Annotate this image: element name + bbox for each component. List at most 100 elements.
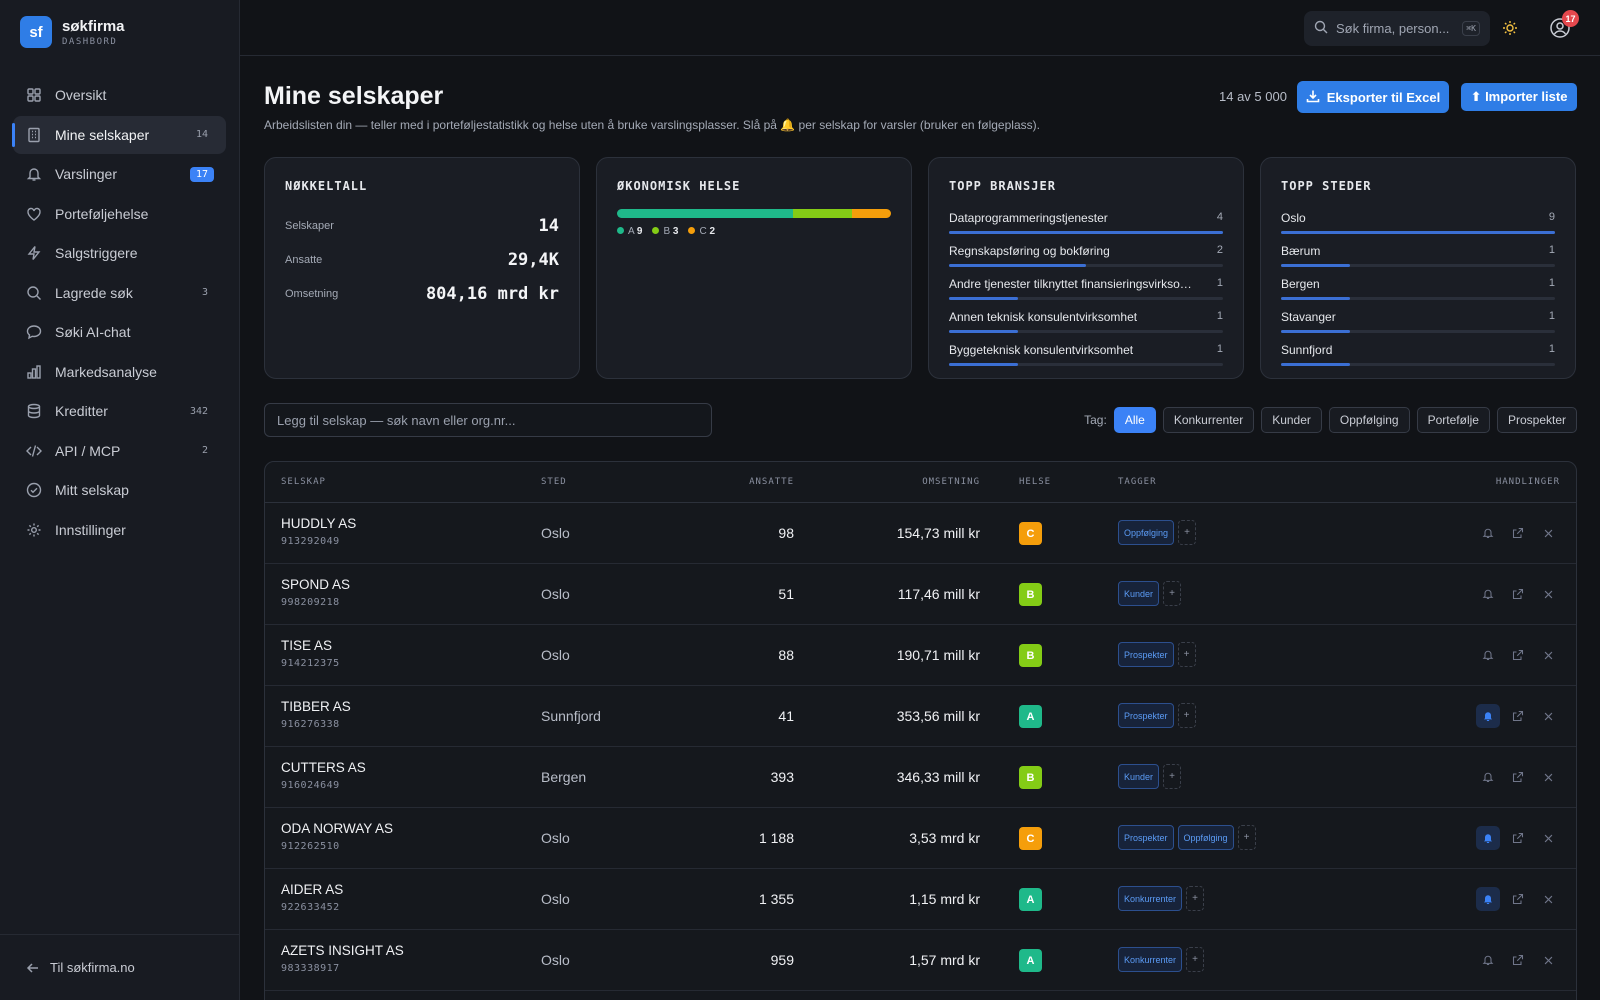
external-link-icon[interactable] xyxy=(1506,643,1530,667)
close-icon[interactable] xyxy=(1536,826,1560,850)
bell-icon[interactable] xyxy=(1476,765,1500,789)
import-list-button[interactable]: ⬆ Importer liste xyxy=(1461,83,1577,111)
col-omsetning[interactable]: OMSETNING xyxy=(922,477,980,487)
company-name[interactable]: SPOND AS xyxy=(281,577,351,592)
tag-filter-alle[interactable]: Alle xyxy=(1113,407,1156,433)
col-helse[interactable]: HELSE xyxy=(1019,477,1052,487)
table-row[interactable]: CUTTERS AS 916024649 Bergen 393 346,33 mill … xyxy=(265,747,1576,808)
add-tag-button[interactable]: + xyxy=(1163,581,1182,606)
export-excel-button[interactable]: Eksporter til Excel xyxy=(1297,81,1449,113)
row-tag[interactable]: Konkurrenter xyxy=(1118,886,1183,911)
close-icon[interactable] xyxy=(1536,643,1560,667)
table-row[interactable]: TIBBER AS 916276338 Sunnfjord 41 353,56 mill… xyxy=(265,686,1576,747)
tag-filter-konkurrenter[interactable]: Konkurrenter xyxy=(1162,407,1255,433)
company-name[interactable]: TIBBER AS xyxy=(281,699,351,714)
sidebar-item-kreditter[interactable]: Kreditter 342 xyxy=(13,392,226,430)
add-company-input[interactable]: Legg til selskap — søk navn eller org.nr… xyxy=(264,403,712,437)
ranked-item[interactable]: Oslo 9 xyxy=(1281,211,1555,234)
external-link-icon[interactable] xyxy=(1506,582,1530,606)
ranked-item[interactable]: Annen teknisk konsulentvirksomhet 1 xyxy=(949,310,1223,333)
company-name[interactable]: AIDER AS xyxy=(281,882,344,897)
tag-filter-kunder[interactable]: Kunder xyxy=(1261,407,1322,433)
add-tag-button[interactable]: + xyxy=(1186,886,1205,911)
bell-icon[interactable] xyxy=(1476,948,1500,972)
close-icon[interactable] xyxy=(1536,582,1560,606)
theme-toggle-sun-icon[interactable] xyxy=(1500,18,1520,38)
sidebar-item-mine-selskaper[interactable]: Mine selskaper 14 xyxy=(12,115,226,154)
bell-icon[interactable] xyxy=(1476,887,1500,911)
bell-icon[interactable] xyxy=(1476,704,1500,728)
row-tag[interactable]: Prospekter xyxy=(1118,825,1174,850)
table-row[interactable]: AIDER AS 922633452 Oslo 1 355 1,15 mrd kr A Ko… xyxy=(265,869,1576,930)
company-name[interactable]: TISE AS xyxy=(281,638,333,653)
col-sted[interactable]: STED xyxy=(541,477,567,487)
table-row[interactable]: AZETS INSIGHT AS 983338917 Oslo 959 1,57 mrd… xyxy=(265,930,1576,991)
external-link-icon[interactable] xyxy=(1506,765,1530,789)
back-to-site-link[interactable]: Til søkfirma.no xyxy=(0,934,239,1000)
company-name[interactable]: CUTTERS AS xyxy=(281,760,366,775)
ranked-item[interactable]: Sunnfjord 1 xyxy=(1281,343,1555,366)
row-tag[interactable]: Oppfølging xyxy=(1177,825,1234,850)
bell-icon[interactable] xyxy=(1476,826,1500,850)
table-row[interactable]: ODA NORWAY AS 912262510 Oslo 1 188 3,53 mrd … xyxy=(265,808,1576,869)
row-tag[interactable]: Prospekter xyxy=(1118,642,1174,667)
company-name[interactable]: HUDDLY AS xyxy=(281,516,357,531)
add-tag-button[interactable]: + xyxy=(1237,825,1256,850)
external-link-icon[interactable] xyxy=(1506,704,1530,728)
add-tag-button[interactable]: + xyxy=(1177,703,1196,728)
row-tag[interactable]: Kunder xyxy=(1118,764,1160,789)
tags-cell: Oppfølging + xyxy=(1118,520,1197,545)
ranked-item[interactable]: Bærum 1 xyxy=(1281,244,1555,267)
ranked-item[interactable]: Bergen 1 xyxy=(1281,277,1555,300)
ranked-item[interactable]: Andre tjenester tilknyttet finansierings… xyxy=(949,277,1223,300)
brand[interactable]: sf søkfirma DASHBORD xyxy=(0,0,239,64)
row-tag[interactable]: Oppfølging xyxy=(1118,520,1175,545)
sidebar-item-oversikt[interactable]: Oversikt xyxy=(13,76,226,114)
sidebar-item-soki-ai-chat[interactable]: Søki AI-chat xyxy=(13,313,226,351)
company-name[interactable]: AZETS INSIGHT AS xyxy=(281,943,404,958)
sidebar-item-lagrede-sok[interactable]: Lagrede søk 3 xyxy=(13,274,226,312)
sidebar-item-portefoljehelse[interactable]: Porteføljehelse xyxy=(13,195,226,233)
col-ansatte[interactable]: ANSATTE xyxy=(749,477,794,487)
tag-filter-prospekter[interactable]: Prospekter xyxy=(1496,407,1577,433)
table-row[interactable]: HUDDLY AS 913292049 Oslo 98 154,73 mill kr C O… xyxy=(265,503,1576,564)
tag-filter-oppfolging[interactable]: Oppfølging xyxy=(1328,407,1410,433)
sidebar-item-varslinger[interactable]: Varslinger 17 xyxy=(13,155,226,193)
ranked-item[interactable]: Regnskapsføring og bokføring 2 xyxy=(949,244,1223,267)
external-link-icon[interactable] xyxy=(1506,826,1530,850)
global-search-input[interactable]: Søk firma, person... ⌘K xyxy=(1304,11,1490,46)
table-row[interactable]: TISE AS 914212375 Oslo 88 190,71 mill kr B Pro… xyxy=(265,625,1576,686)
sidebar-item-markedsanalyse[interactable]: Markedsanalyse xyxy=(13,353,226,391)
add-company-placeholder: Legg til selskap — søk navn eller org.nr… xyxy=(277,412,516,428)
bell-icon[interactable] xyxy=(1476,582,1500,606)
close-icon[interactable] xyxy=(1536,948,1560,972)
add-tag-button[interactable]: + xyxy=(1186,947,1205,972)
close-icon[interactable] xyxy=(1536,765,1560,789)
external-link-icon[interactable] xyxy=(1506,948,1530,972)
close-icon[interactable] xyxy=(1536,704,1560,728)
add-tag-button[interactable]: + xyxy=(1178,520,1197,545)
close-icon[interactable] xyxy=(1536,521,1560,545)
row-tag[interactable]: Kunder xyxy=(1118,581,1160,606)
table-row[interactable]: SPOND AS 998209218 Oslo 51 117,46 mill kr B Ku… xyxy=(265,564,1576,625)
sidebar-item-mitt-selskap[interactable]: Mitt selskap xyxy=(13,471,226,509)
ranked-item[interactable]: Stavanger 1 xyxy=(1281,310,1555,333)
tag-filter-portefolje[interactable]: Portefølje xyxy=(1416,407,1490,433)
company-name[interactable]: ODA NORWAY AS xyxy=(281,821,394,836)
sidebar-item-api-mcp[interactable]: API / MCP 2 xyxy=(13,432,226,470)
col-selskap[interactable]: SELSKAP xyxy=(281,477,326,487)
add-tag-button[interactable]: + xyxy=(1177,642,1196,667)
ranked-item[interactable]: Dataprogrammeringstjenester 4 xyxy=(949,211,1223,234)
external-link-icon[interactable] xyxy=(1506,521,1530,545)
row-tag[interactable]: Prospekter xyxy=(1118,703,1174,728)
user-account-icon[interactable] xyxy=(1549,17,1571,39)
add-tag-button[interactable]: + xyxy=(1163,764,1182,789)
ranked-item[interactable]: Byggeteknisk konsulentvirksomhet 1 xyxy=(949,343,1223,366)
sidebar-item-salgstriggere[interactable]: Salgstriggere xyxy=(13,234,226,272)
external-link-icon[interactable] xyxy=(1506,887,1530,911)
bell-icon[interactable] xyxy=(1476,643,1500,667)
bell-icon[interactable] xyxy=(1476,521,1500,545)
row-tag[interactable]: Konkurrenter xyxy=(1118,947,1183,972)
sidebar-item-innstillinger[interactable]: Innstillinger xyxy=(13,511,226,549)
close-icon[interactable] xyxy=(1536,887,1560,911)
